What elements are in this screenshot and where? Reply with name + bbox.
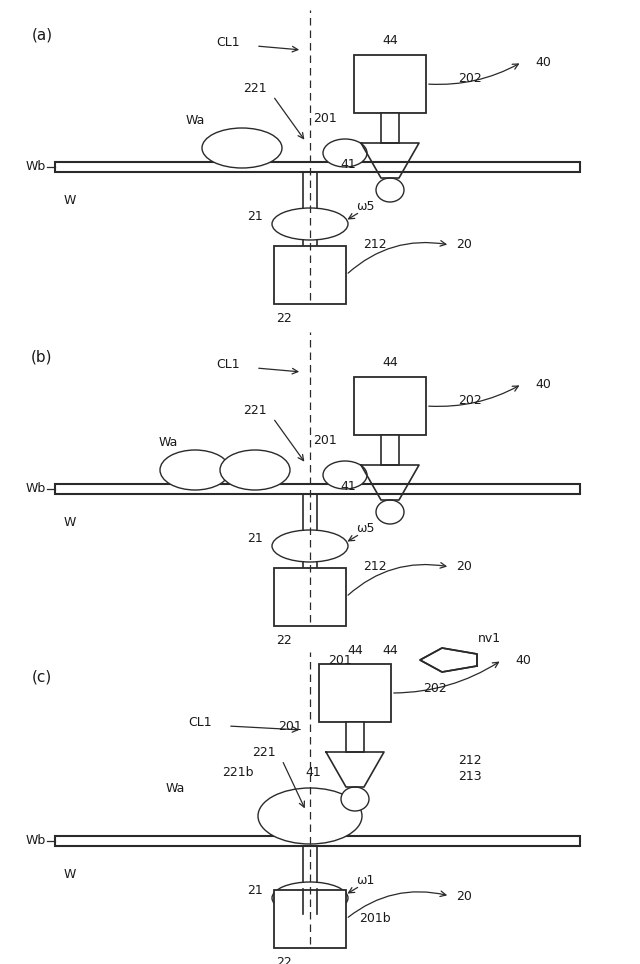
Text: 201: 201 [313,112,337,124]
Text: Wb: Wb [26,483,46,495]
Text: 201: 201 [278,720,302,734]
Text: CL1: CL1 [216,36,240,48]
Bar [55,836,580,846]
Bar [381,435,399,465]
Text: ω5: ω5 [356,200,374,212]
Bar [55,162,580,172]
Bar [346,722,364,752]
Text: (c): (c) [32,670,52,684]
Bar [55,484,580,494]
Ellipse shape [202,128,282,168]
Text: CL1: CL1 [188,715,212,729]
Text: 202: 202 [458,72,482,86]
Text: Wa: Wa [165,782,185,794]
Text: 41: 41 [340,479,356,493]
Text: 40: 40 [535,56,551,68]
Ellipse shape [220,450,290,490]
Text: 201: 201 [328,654,352,666]
Text: 212: 212 [458,754,482,766]
Text: 201b: 201b [359,912,391,924]
Text: 21: 21 [247,531,263,545]
Ellipse shape [323,139,367,167]
Text: Wb: Wb [26,160,46,174]
Bar [274,246,346,304]
Bar [319,664,391,722]
Text: Wa: Wa [158,436,178,448]
Ellipse shape [376,178,404,202]
Text: (a): (a) [31,28,52,42]
Text: 44: 44 [347,644,363,656]
Polygon shape [420,648,477,672]
Text: nv1: nv1 [477,631,500,645]
Text: 44: 44 [382,357,398,369]
Bar [354,377,426,435]
Text: 20: 20 [456,238,472,252]
Ellipse shape [323,461,367,489]
Text: 213: 213 [458,770,482,784]
Text: 201: 201 [313,434,337,446]
Text: 44: 44 [382,35,398,47]
Ellipse shape [160,450,230,490]
Text: 22: 22 [276,311,292,325]
Text: 22: 22 [276,633,292,647]
Text: 41: 41 [305,766,321,780]
Text: Wb: Wb [26,835,46,847]
Text: 40: 40 [535,378,551,390]
Ellipse shape [341,787,369,811]
Text: 44: 44 [382,644,398,656]
Text: 41: 41 [340,157,356,171]
Text: W: W [64,194,76,206]
Text: 21: 21 [247,209,263,223]
Text: (b): (b) [31,350,52,364]
Text: W: W [64,868,76,880]
Text: 21: 21 [247,883,263,897]
Text: Wa: Wa [186,114,205,126]
Bar [274,568,346,626]
Text: 20: 20 [456,890,472,902]
Text: ω5: ω5 [356,522,374,534]
Text: W: W [64,516,76,528]
Bar [381,113,399,143]
Bar [354,55,426,113]
Text: 202: 202 [423,682,447,694]
Bar [274,890,346,948]
Text: 221: 221 [252,745,276,759]
Text: 202: 202 [458,394,482,408]
Text: 221: 221 [243,404,267,416]
Text: 212: 212 [363,237,387,251]
Text: 221b: 221b [222,765,253,779]
Ellipse shape [258,788,362,844]
Text: CL1: CL1 [216,358,240,370]
Text: 40: 40 [515,654,531,666]
Text: ω1: ω1 [356,873,374,887]
Text: 22: 22 [276,955,292,964]
Text: 212: 212 [363,559,387,573]
Text: 221: 221 [243,82,267,94]
Text: 20: 20 [456,560,472,574]
Ellipse shape [376,500,404,524]
